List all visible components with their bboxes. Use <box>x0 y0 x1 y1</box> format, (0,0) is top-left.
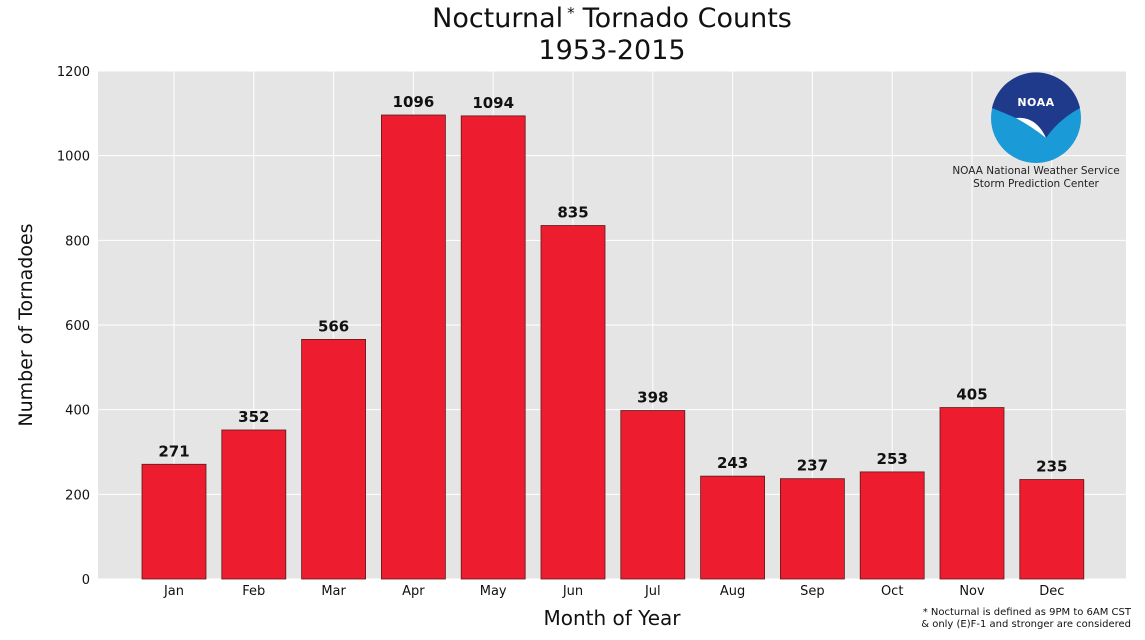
x-tick-label-mar: Mar <box>321 584 346 599</box>
x-tick-label-dec: Dec <box>1039 584 1064 599</box>
value-label-jun: 835 <box>557 204 588 222</box>
x-tick-label-may: May <box>480 584 507 599</box>
bars <box>141 114 1085 580</box>
x-tick-label-jan: Jan <box>163 584 184 599</box>
value-label-aug: 243 <box>717 454 748 472</box>
y-tick-label: 1200 <box>57 65 90 80</box>
x-tick-label-sep: Sep <box>800 584 825 599</box>
bar-dec <box>1019 479 1085 580</box>
chart-title: Nocturnal * Tornado Counts <box>432 3 792 34</box>
noaa-logo: NOAA <box>991 72 1081 163</box>
value-label-jul: 398 <box>637 389 668 407</box>
bar-jul <box>620 410 686 580</box>
value-label-dec: 235 <box>1036 458 1067 476</box>
y-tick-label: 200 <box>65 488 90 503</box>
noaa-logo-text: NOAA <box>1017 96 1054 109</box>
value-label-oct: 253 <box>877 450 908 468</box>
x-tick-label-oct: Oct <box>881 584 903 599</box>
x-tick-label-nov: Nov <box>959 584 985 599</box>
bar-oct <box>859 471 925 580</box>
y-axis-label: Number of Tornadoes <box>15 223 37 426</box>
y-tick-label: 600 <box>65 319 90 334</box>
chart-subtitle: 1953-2015 <box>538 35 685 66</box>
bar-nov <box>939 407 1005 580</box>
x-tick-label-feb: Feb <box>242 584 265 599</box>
x-tick-label-jul: Jul <box>644 584 661 599</box>
value-label-feb: 352 <box>238 408 269 426</box>
footnote-line2: & only (E)F-1 and stronger are considere… <box>921 619 1131 630</box>
value-label-nov: 405 <box>956 386 987 404</box>
value-labels: 271 352 566 1096 1094 835 398 243 237 253 405 235 <box>158 93 1067 475</box>
x-tick-label-jun: Jun <box>562 584 583 599</box>
y-tick-label: 400 <box>65 404 90 419</box>
value-label-mar: 566 <box>318 317 349 335</box>
bar-may <box>460 115 526 580</box>
y-tick-label: 1000 <box>57 150 90 165</box>
bar-jan <box>141 463 207 580</box>
x-tick-label-apr: Apr <box>402 584 425 599</box>
bar-jun <box>540 225 606 580</box>
org-name-line2: Storm Prediction Center <box>973 178 1099 190</box>
value-label-sep: 237 <box>797 457 828 475</box>
bar-feb <box>221 429 287 580</box>
y-tick-labels: 0 200 400 600 800 1000 1200 <box>57 65 90 588</box>
org-name-line1: NOAA National Weather Service <box>952 165 1119 177</box>
bar-apr <box>380 114 446 580</box>
bar-aug <box>700 475 765 580</box>
x-axis-label: Month of Year <box>543 606 681 630</box>
value-label-apr: 1096 <box>393 93 435 111</box>
noaa-logo-gull <box>1016 117 1046 138</box>
bar-mar <box>301 338 367 580</box>
x-tick-labels: Jan Feb Mar Apr May Jun Jul Aug Sep Oct Nov Dec <box>163 584 1064 599</box>
footnote-line1: * Nocturnal is defined as 9PM to 6AM CST <box>923 607 1132 618</box>
y-tick-label: 800 <box>65 234 90 249</box>
x-tick-label-aug: Aug <box>720 584 745 599</box>
value-label-may: 1094 <box>472 94 514 112</box>
noaa-logo-sky <box>992 72 1080 138</box>
y-tick-label: 0 <box>82 573 90 588</box>
value-label-jan: 271 <box>158 442 189 460</box>
bar-sep <box>780 478 845 580</box>
